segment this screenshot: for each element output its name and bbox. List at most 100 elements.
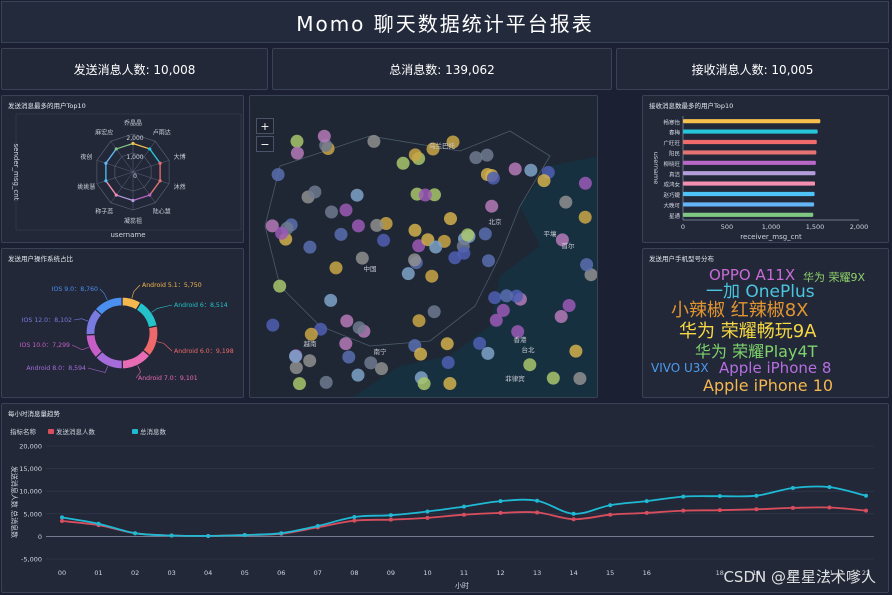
radar-series-segment bbox=[132, 194, 150, 202]
radar-point bbox=[114, 147, 118, 151]
line-point bbox=[388, 513, 393, 518]
radar-indicator-label: 凝蕊祖 bbox=[124, 217, 142, 225]
map-scatter-point bbox=[429, 240, 443, 254]
hbar-category-label: 春梅 bbox=[669, 129, 681, 137]
line-point bbox=[425, 515, 430, 520]
map-scatter-point bbox=[461, 228, 475, 242]
line-point bbox=[571, 517, 576, 522]
map-scatter-point bbox=[578, 210, 592, 224]
line-point bbox=[681, 494, 686, 499]
line-point bbox=[644, 510, 649, 515]
line-point bbox=[535, 498, 540, 503]
line-point bbox=[608, 503, 613, 508]
line-point bbox=[206, 533, 211, 538]
radar-y-label: sender_msg_cnt bbox=[12, 144, 20, 201]
map-scatter-point bbox=[355, 251, 369, 265]
donut-leader-line bbox=[87, 365, 109, 373]
line-point bbox=[242, 533, 247, 538]
map-scatter-point bbox=[367, 134, 381, 148]
report-title-bar: Momo 聊天数据统计平台报表 bbox=[1, 1, 889, 43]
word-iphone-8: Apple iPhone 8 bbox=[719, 359, 832, 377]
line-x-label: 小时 bbox=[455, 581, 469, 590]
map-scatter-point bbox=[441, 356, 455, 369]
line-x-tick: 22 bbox=[862, 569, 870, 577]
map-scatter-point bbox=[446, 135, 460, 149]
radar-point bbox=[131, 198, 135, 203]
donut-leader-line bbox=[73, 318, 89, 322]
radar-series-segment bbox=[105, 180, 117, 196]
line-point bbox=[425, 509, 430, 514]
map-place-label: 乌兰巴托 bbox=[429, 141, 456, 150]
map-scatter-point bbox=[508, 162, 522, 176]
hbar-panel: 接收消息数最多的用户Top10 畅寒怡 春梅 广旺旺 阳民 柳晓旺 真洁 成鸿女 赵巧婕 大晚可… bbox=[642, 95, 889, 243]
donut-slice bbox=[121, 349, 151, 370]
map-scatter-point bbox=[489, 313, 503, 327]
radar-panel: 发送消息最多的用户Top10 乔晶晶 卢雨达 大博 沐然 陆心慧 凝蕊祖 称子蕊 姚姚慧 夜创 麻… bbox=[1, 95, 244, 243]
zoom-in-button[interactable]: + bbox=[256, 118, 274, 134]
map-scatter-point bbox=[537, 174, 551, 188]
radar-series-segment bbox=[149, 180, 161, 196]
map-scatter-point bbox=[480, 148, 494, 162]
line-point bbox=[279, 531, 284, 536]
map-scatter-point bbox=[324, 293, 338, 307]
map-scatter-point bbox=[408, 253, 422, 267]
donut-leader-line bbox=[71, 344, 89, 351]
line-x-tick: 09 bbox=[387, 569, 395, 577]
line-legend-label: 总消息数 bbox=[140, 427, 167, 436]
hbar-bar bbox=[683, 191, 815, 197]
map-place-label: 中国 bbox=[364, 264, 377, 273]
map-scatter-point bbox=[408, 223, 422, 237]
word-huawei-honor-9x: 华为 荣耀9X bbox=[803, 271, 866, 284]
wordcloud-title: 发送用户手机型号分布 bbox=[649, 255, 714, 263]
line-x-tick: 18 bbox=[716, 569, 724, 577]
radar-point bbox=[148, 147, 152, 151]
radar-series-segment bbox=[116, 142, 134, 150]
radar-title: 发送消息最多的用户Top10 bbox=[8, 102, 86, 110]
map-panel: 乌兰巴托 北京 平壤 首尔 中国 台北 香港 越南 南宁 菲律宾 + − bbox=[249, 95, 598, 398]
receiver-count-card bbox=[616, 48, 889, 90]
radar-series-segment bbox=[105, 148, 117, 164]
radar-spoke bbox=[132, 171, 170, 184]
radar-series-segment bbox=[132, 142, 150, 150]
total-messages-card bbox=[272, 48, 612, 90]
line-y-tick: 0 bbox=[38, 533, 42, 541]
donut-slice-label: Android 6.0：9,198 bbox=[174, 348, 234, 355]
hbar-x-tick: 1,500 bbox=[806, 223, 825, 231]
map-scatter-point bbox=[444, 212, 457, 226]
hbar-category-label: 星通 bbox=[669, 212, 681, 220]
line-point bbox=[681, 508, 686, 513]
map-scatter-point bbox=[482, 254, 495, 268]
map-scatter-point bbox=[339, 337, 353, 351]
map-scatter-point bbox=[414, 347, 428, 361]
radar-indicator-label: 陆心慧 bbox=[153, 208, 171, 216]
map-scatter-point bbox=[426, 142, 440, 156]
map-scatter-point bbox=[352, 321, 366, 335]
hbar-bar bbox=[683, 202, 815, 207]
hbar-bar bbox=[683, 150, 817, 155]
map-scatter-point bbox=[523, 358, 537, 372]
line-x-tick: 16 bbox=[643, 569, 651, 577]
zoom-out-button[interactable]: − bbox=[256, 136, 274, 152]
radar-indicator-label: 姚姚慧 bbox=[77, 183, 95, 191]
map-scatter-point bbox=[473, 336, 487, 350]
line-x-tick: 10 bbox=[423, 569, 431, 577]
radar-spoke bbox=[132, 160, 170, 173]
map-scatter-point bbox=[364, 356, 378, 370]
receiver-count-text: 接收消息人数: 10,005 bbox=[691, 62, 814, 77]
map-place-label: 香港 bbox=[514, 335, 528, 344]
line-y-tick: 10,000 bbox=[19, 488, 42, 496]
map-scatter-point bbox=[440, 337, 454, 351]
line-title: 每小时消息量趋势 bbox=[8, 410, 60, 418]
map-scatter-point bbox=[412, 239, 426, 253]
word-iphone-10: Apple iPhone 10 bbox=[703, 376, 834, 395]
radar-point bbox=[148, 193, 152, 197]
map-scatter-point bbox=[546, 371, 560, 385]
line-x-tick: 05 bbox=[241, 569, 249, 577]
hbar-x-tick: 2,000 bbox=[850, 223, 869, 231]
donut-leader-line bbox=[99, 288, 108, 301]
map-scatter-point bbox=[293, 377, 306, 391]
line-point bbox=[388, 517, 393, 522]
map-scatter-point bbox=[408, 148, 422, 162]
